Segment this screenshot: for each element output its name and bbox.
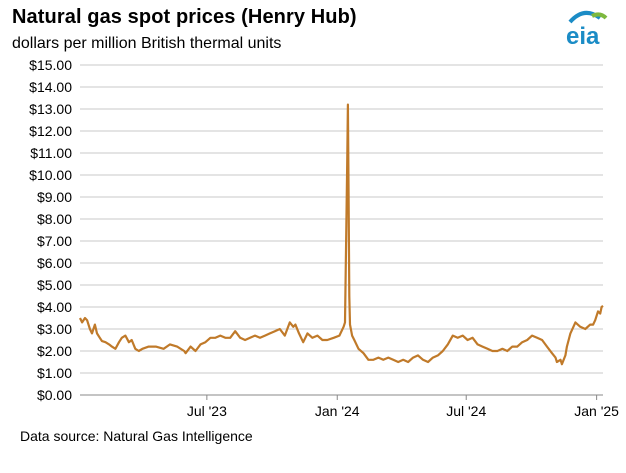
page-title: Natural gas spot prices (Henry Hub) [12, 6, 357, 28]
x-axis-ticks: Jul '23 Jan '24 Jul '24 Jan '25 [187, 395, 619, 419]
y-tick-label: $11.00 [30, 145, 72, 161]
y-tick-label: $12.00 [29, 123, 72, 139]
y-tick-label: $2.00 [37, 343, 72, 359]
page-subtitle: dollars per million British thermal unit… [12, 35, 282, 52]
y-tick-label: $14.00 [29, 79, 72, 95]
y-tick-label: $6.00 [37, 255, 72, 271]
x-tick-label: Jan '25 [574, 403, 619, 419]
y-tick-label: $0.00 [37, 387, 72, 403]
logo-text: eia [566, 23, 600, 48]
x-tick-label: Jul '23 [187, 403, 227, 419]
y-tick-label: $13.00 [29, 101, 72, 117]
y-tick-label: $1.00 [37, 365, 72, 381]
y-axis-ticks: $0.00 $1.00 $2.00 $3.00 $4.00 $5.00 $6.00 $7.00… [29, 57, 72, 403]
data-source-note: Data source: Natural Gas Intelligence [20, 428, 253, 444]
y-tick-label: $9.00 [37, 189, 72, 205]
y-tick-label: $5.00 [37, 277, 72, 293]
y-tick-label: $10.00 [29, 167, 72, 183]
x-tick-label: Jul '24 [446, 403, 486, 419]
x-tick-label: Jan '24 [315, 403, 360, 419]
eia-logo: eia [566, 10, 608, 48]
grid-lines [80, 64, 603, 374]
y-tick-label: $7.00 [37, 233, 72, 249]
y-tick-label: $15.00 [29, 57, 72, 73]
y-tick-label: $8.00 [37, 211, 72, 227]
y-tick-label: $3.00 [37, 321, 72, 337]
logo-arc-green [591, 12, 608, 20]
series-line-henry-hub [79, 103, 604, 366]
y-tick-label: $4.00 [37, 299, 72, 315]
